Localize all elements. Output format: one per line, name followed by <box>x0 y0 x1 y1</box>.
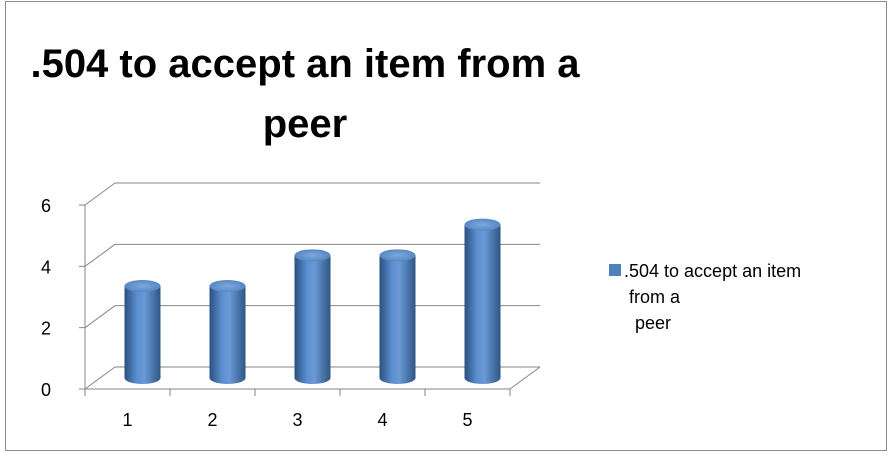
bar-body <box>124 286 161 384</box>
gridline-depth <box>84 305 116 329</box>
legend-label-line-3: peer <box>635 313 672 333</box>
x-tick-label: 1 <box>122 410 132 430</box>
bar-body <box>464 224 501 384</box>
bars <box>124 218 501 384</box>
bar-top <box>294 249 331 262</box>
bar-top <box>209 280 246 292</box>
bar <box>464 218 501 384</box>
legend-swatch <box>609 264 621 277</box>
legend: .504 to accept an item from a peer <box>609 258 879 336</box>
bar <box>379 249 416 384</box>
bar-body <box>209 286 246 384</box>
bar <box>124 280 161 384</box>
x-tick-label: 2 <box>207 410 217 430</box>
gridline-depth <box>84 182 116 206</box>
y-tick-label: 0 <box>41 380 51 400</box>
bar-top <box>379 249 416 262</box>
bar-body <box>379 255 416 384</box>
legend-label-line-1: .504 to accept an item <box>624 261 802 281</box>
bar-top <box>464 218 501 231</box>
bar-top <box>124 280 161 292</box>
y-tick-label: 6 <box>41 196 51 216</box>
chart-title-line-1: .504 to accept an item from a <box>30 42 580 86</box>
gridline-depth <box>84 366 116 390</box>
floor-edge <box>509 366 541 390</box>
y-tick-label: 4 <box>41 257 51 277</box>
gridline-depth <box>84 243 116 267</box>
bar <box>209 280 246 384</box>
bar <box>294 249 331 384</box>
legend-label-line-2: from a <box>629 287 681 307</box>
legend-entry: .504 to accept an item <box>609 258 879 284</box>
tick-labels: 0 2 4 6 1 2 3 4 5 <box>41 196 473 430</box>
x-tick-label: 3 <box>292 410 302 430</box>
bar-body <box>294 255 331 384</box>
chart-title: .504 to accept an item from a peer <box>0 34 610 154</box>
x-tick-label: 5 <box>462 410 472 430</box>
chart-title-line-2: peer <box>262 102 348 146</box>
y-tick-label: 2 <box>41 319 51 339</box>
axes <box>79 204 541 396</box>
x-tick-label: 4 <box>377 410 387 430</box>
